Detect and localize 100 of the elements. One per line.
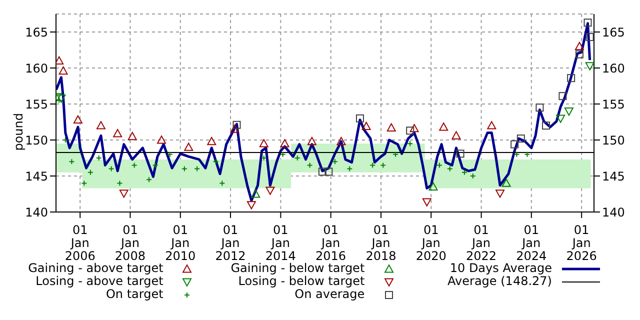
point	[585, 62, 594, 70]
point	[514, 151, 520, 158]
point	[422, 198, 432, 206]
point	[146, 176, 152, 183]
y2-tick-label: 150	[602, 133, 625, 148]
point	[392, 151, 399, 158]
point	[567, 74, 576, 82]
x-tick-label: 01 Jan 2016	[316, 223, 346, 263]
point	[230, 124, 240, 133]
point	[116, 180, 123, 186]
legend-label: On target	[106, 287, 164, 301]
point	[259, 139, 268, 148]
point	[232, 120, 241, 129]
x-tick-label: 01 Jan 2024	[516, 223, 547, 263]
x-tick-label: 01 Jan 2026	[566, 223, 597, 263]
y2-tick-label: 145	[602, 169, 625, 184]
point	[536, 104, 544, 112]
point	[556, 114, 566, 123]
x-tick-label: 01 Jan 2018	[366, 223, 396, 263]
point	[461, 169, 468, 176]
legend-label: Losing - below target	[238, 274, 365, 288]
point	[336, 136, 346, 146]
y2-tick-label: 160	[602, 61, 625, 76]
x-tick-label: 01 Jan 2006	[64, 223, 96, 263]
point	[81, 180, 88, 186]
x-tick-label: 01 Jan 2008	[114, 223, 146, 263]
point	[68, 158, 75, 165]
point	[207, 136, 216, 146]
point	[56, 56, 64, 64]
point	[260, 155, 267, 161]
point	[306, 162, 313, 168]
point	[194, 166, 200, 172]
point	[280, 139, 290, 148]
y-tick-label: 145	[25, 169, 48, 184]
point	[108, 166, 114, 172]
point	[73, 115, 82, 124]
y2-tick-label: 140	[602, 205, 625, 220]
point	[510, 140, 519, 148]
point	[524, 151, 530, 158]
point	[558, 92, 567, 100]
x-tick-label: 01 Jan 2012	[215, 223, 246, 263]
point	[212, 158, 219, 165]
point	[496, 190, 505, 198]
legend-label: Gaining - below target	[230, 261, 365, 275]
y-tick-label: 160	[25, 61, 48, 76]
point	[113, 129, 122, 138]
legend-label: 10 Days Average	[450, 261, 552, 275]
y-tick-label: 165	[25, 25, 48, 40]
point	[370, 162, 376, 168]
point	[56, 94, 66, 103]
point	[157, 136, 166, 144]
point	[439, 122, 448, 131]
legend-label: Gaining - above target	[28, 261, 164, 275]
point	[407, 140, 414, 147]
point	[251, 190, 260, 198]
legend-label: Losing - above target	[36, 274, 164, 288]
point	[87, 169, 94, 176]
point	[586, 33, 594, 42]
point	[181, 166, 188, 172]
point	[166, 151, 173, 158]
point	[502, 178, 511, 187]
point	[456, 150, 464, 158]
point	[574, 42, 584, 50]
point	[280, 151, 286, 158]
point	[406, 126, 414, 135]
point	[346, 166, 353, 172]
point	[436, 162, 442, 168]
point	[356, 114, 364, 122]
x-tick-label: 01 Jan 2010	[165, 223, 196, 263]
point	[362, 122, 371, 130]
point	[428, 182, 438, 190]
y-tick-label: 140	[25, 205, 48, 220]
y2-tick-label: 165	[602, 25, 625, 40]
x-tick-label: 01 Jan 2022	[466, 223, 497, 263]
point	[246, 201, 256, 210]
point	[62, 137, 68, 143]
point	[332, 158, 338, 165]
point	[470, 173, 476, 179]
point	[152, 162, 158, 168]
point	[266, 186, 275, 195]
point	[96, 121, 106, 130]
point	[219, 180, 226, 186]
point	[96, 155, 102, 161]
point	[294, 155, 300, 161]
x-tick-label: 01 Jan 2014	[265, 223, 296, 263]
point	[575, 50, 584, 58]
point	[410, 124, 419, 132]
point	[380, 162, 386, 168]
y2-tick-label: 155	[602, 97, 625, 112]
legend-label: Average (148.27)	[448, 274, 552, 288]
y-axis-title: pound	[11, 113, 26, 151]
point	[307, 136, 316, 146]
point	[584, 18, 592, 27]
point	[324, 168, 333, 176]
point	[452, 131, 461, 140]
point	[516, 134, 525, 143]
point	[128, 132, 137, 140]
x-tick-label: 01 Jan 2020	[416, 223, 446, 263]
point	[131, 162, 138, 168]
point	[58, 66, 68, 75]
